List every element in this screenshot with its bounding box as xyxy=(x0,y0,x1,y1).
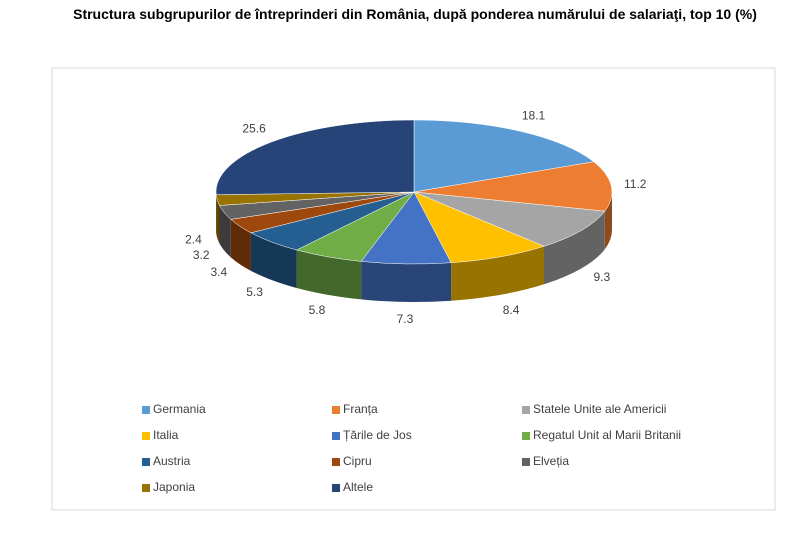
legend-swatch xyxy=(332,458,340,466)
legend-swatch xyxy=(332,432,340,440)
legend-label: Țările de Jos xyxy=(343,428,412,442)
legend-label: Japonia xyxy=(153,480,195,494)
slice-side xyxy=(216,194,220,244)
data-label: 5.8 xyxy=(309,303,326,317)
data-label: 8.4 xyxy=(503,303,520,317)
legend-label: Statele Unite ale Americii xyxy=(533,402,666,416)
data-label: 2.4 xyxy=(185,232,202,246)
legend-swatch xyxy=(142,484,150,492)
data-label: 7.3 xyxy=(397,312,414,326)
legend-label: Regatul Unit al Marii Britanii xyxy=(533,428,681,442)
data-label: 9.3 xyxy=(593,270,610,284)
slice xyxy=(413,191,606,247)
slice-side xyxy=(604,192,612,250)
slice xyxy=(413,161,613,212)
slice-side xyxy=(296,249,362,300)
slice-side xyxy=(361,261,452,302)
legend-label: Austria xyxy=(153,454,191,468)
slice-side xyxy=(544,211,605,285)
data-label: 3.2 xyxy=(193,248,210,262)
legend-label: Germania xyxy=(153,402,206,416)
data-label: 18.1 xyxy=(522,108,546,122)
data-label: 25.6 xyxy=(242,122,266,136)
legend-swatch xyxy=(332,484,340,492)
legend-swatch xyxy=(332,406,340,414)
legend-swatch xyxy=(142,458,150,466)
slice-side xyxy=(451,246,545,301)
legend-swatch xyxy=(522,406,530,414)
legend-label: Franța xyxy=(343,402,378,416)
slice xyxy=(413,191,545,263)
slice xyxy=(215,119,415,195)
legend-swatch xyxy=(522,458,530,466)
legend-label: Elveția xyxy=(533,454,569,468)
data-label: 11.2 xyxy=(624,177,647,191)
chart-title: Structura subgrupurilor de întreprinderi… xyxy=(73,6,757,22)
data-label: 5.3 xyxy=(246,285,263,299)
legend-swatch xyxy=(522,432,530,440)
slice-side xyxy=(219,205,231,258)
legend-swatch xyxy=(142,432,150,440)
slice-side xyxy=(230,219,251,271)
data-label: 3.4 xyxy=(210,265,227,279)
legend-label: Altele xyxy=(343,480,373,494)
legend-label: Italia xyxy=(153,428,179,442)
legend-label: Cipru xyxy=(343,454,372,468)
slice-side xyxy=(250,232,297,288)
legend-swatch xyxy=(142,406,150,414)
slice xyxy=(413,119,595,193)
